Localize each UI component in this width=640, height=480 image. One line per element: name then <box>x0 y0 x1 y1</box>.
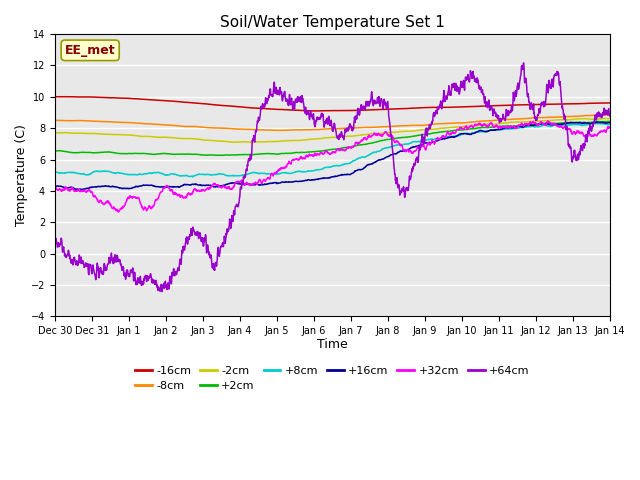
+2cm <box>212 153 220 158</box>
+64cm <box>557 93 565 98</box>
-16cm <box>51 94 59 99</box>
+2cm <box>361 142 369 147</box>
+16cm <box>361 165 369 170</box>
-8cm <box>349 125 356 131</box>
+2cm <box>205 152 213 158</box>
+32cm <box>51 185 59 191</box>
+16cm <box>606 120 614 126</box>
+8cm <box>494 127 502 132</box>
+32cm <box>361 135 369 141</box>
-2cm <box>205 138 213 144</box>
+64cm <box>158 289 166 295</box>
+2cm <box>604 119 612 124</box>
+64cm <box>361 104 369 110</box>
-8cm <box>277 128 285 133</box>
-16cm <box>312 108 319 114</box>
-2cm <box>573 116 580 122</box>
+32cm <box>206 185 214 191</box>
+16cm <box>206 183 214 189</box>
+32cm <box>544 118 552 124</box>
-8cm <box>606 112 614 118</box>
Line: +2cm: +2cm <box>55 121 610 156</box>
+8cm <box>557 122 564 128</box>
-8cm <box>51 118 59 123</box>
+8cm <box>361 154 369 160</box>
Line: +16cm: +16cm <box>55 122 610 190</box>
+8cm <box>189 174 196 180</box>
-16cm <box>606 100 614 106</box>
+16cm <box>557 121 564 127</box>
+64cm <box>349 128 356 134</box>
+2cm <box>349 144 356 149</box>
+2cm <box>606 119 614 124</box>
+8cm <box>206 172 214 178</box>
-8cm <box>605 112 613 118</box>
+2cm <box>557 120 564 126</box>
-16cm <box>349 108 356 113</box>
-16cm <box>557 101 565 107</box>
-16cm <box>494 103 502 108</box>
+8cm <box>573 121 580 127</box>
+16cm <box>573 120 580 125</box>
+32cm <box>557 123 565 129</box>
+2cm <box>573 120 580 125</box>
-8cm <box>205 125 213 131</box>
Line: -16cm: -16cm <box>55 96 610 111</box>
-2cm <box>246 139 254 145</box>
-2cm <box>606 116 614 121</box>
-2cm <box>51 130 59 136</box>
Legend: -16cm, -8cm, -2cm, +2cm, +8cm, +16cm, +32cm, +64cm: -16cm, -8cm, -2cm, +2cm, +8cm, +16cm, +3… <box>131 361 534 396</box>
-2cm <box>557 117 564 122</box>
Line: +32cm: +32cm <box>55 121 610 212</box>
+64cm <box>573 158 580 164</box>
-8cm <box>494 117 502 123</box>
-8cm <box>361 124 369 130</box>
+64cm <box>606 113 614 119</box>
+32cm <box>606 125 614 131</box>
+64cm <box>494 116 502 121</box>
+32cm <box>115 209 122 215</box>
+8cm <box>51 169 59 175</box>
-8cm <box>557 114 564 120</box>
Y-axis label: Temperature (C): Temperature (C) <box>15 124 28 226</box>
X-axis label: Time: Time <box>317 337 348 350</box>
+64cm <box>520 60 527 66</box>
+32cm <box>494 124 502 130</box>
+8cm <box>591 120 598 126</box>
+64cm <box>51 237 59 243</box>
Line: -2cm: -2cm <box>55 119 610 142</box>
Line: +64cm: +64cm <box>55 63 610 292</box>
-16cm <box>61 94 68 99</box>
Line: -8cm: -8cm <box>55 115 610 131</box>
+2cm <box>51 148 59 154</box>
-2cm <box>361 132 369 137</box>
Text: EE_met: EE_met <box>65 44 115 57</box>
-8cm <box>573 113 580 119</box>
+16cm <box>494 127 502 132</box>
+16cm <box>593 119 600 125</box>
+2cm <box>494 123 502 129</box>
-16cm <box>206 101 214 107</box>
-2cm <box>605 116 612 121</box>
+64cm <box>206 254 214 260</box>
+32cm <box>349 144 356 150</box>
-16cm <box>573 101 580 107</box>
+8cm <box>349 158 356 164</box>
Line: +8cm: +8cm <box>55 123 610 177</box>
-2cm <box>349 133 356 139</box>
+16cm <box>74 187 82 192</box>
-2cm <box>494 121 502 127</box>
+32cm <box>573 130 580 135</box>
-16cm <box>361 107 369 113</box>
+16cm <box>51 183 59 189</box>
+8cm <box>606 122 614 128</box>
Title: Soil/Water Temperature Set 1: Soil/Water Temperature Set 1 <box>220 15 445 30</box>
+16cm <box>349 170 356 176</box>
